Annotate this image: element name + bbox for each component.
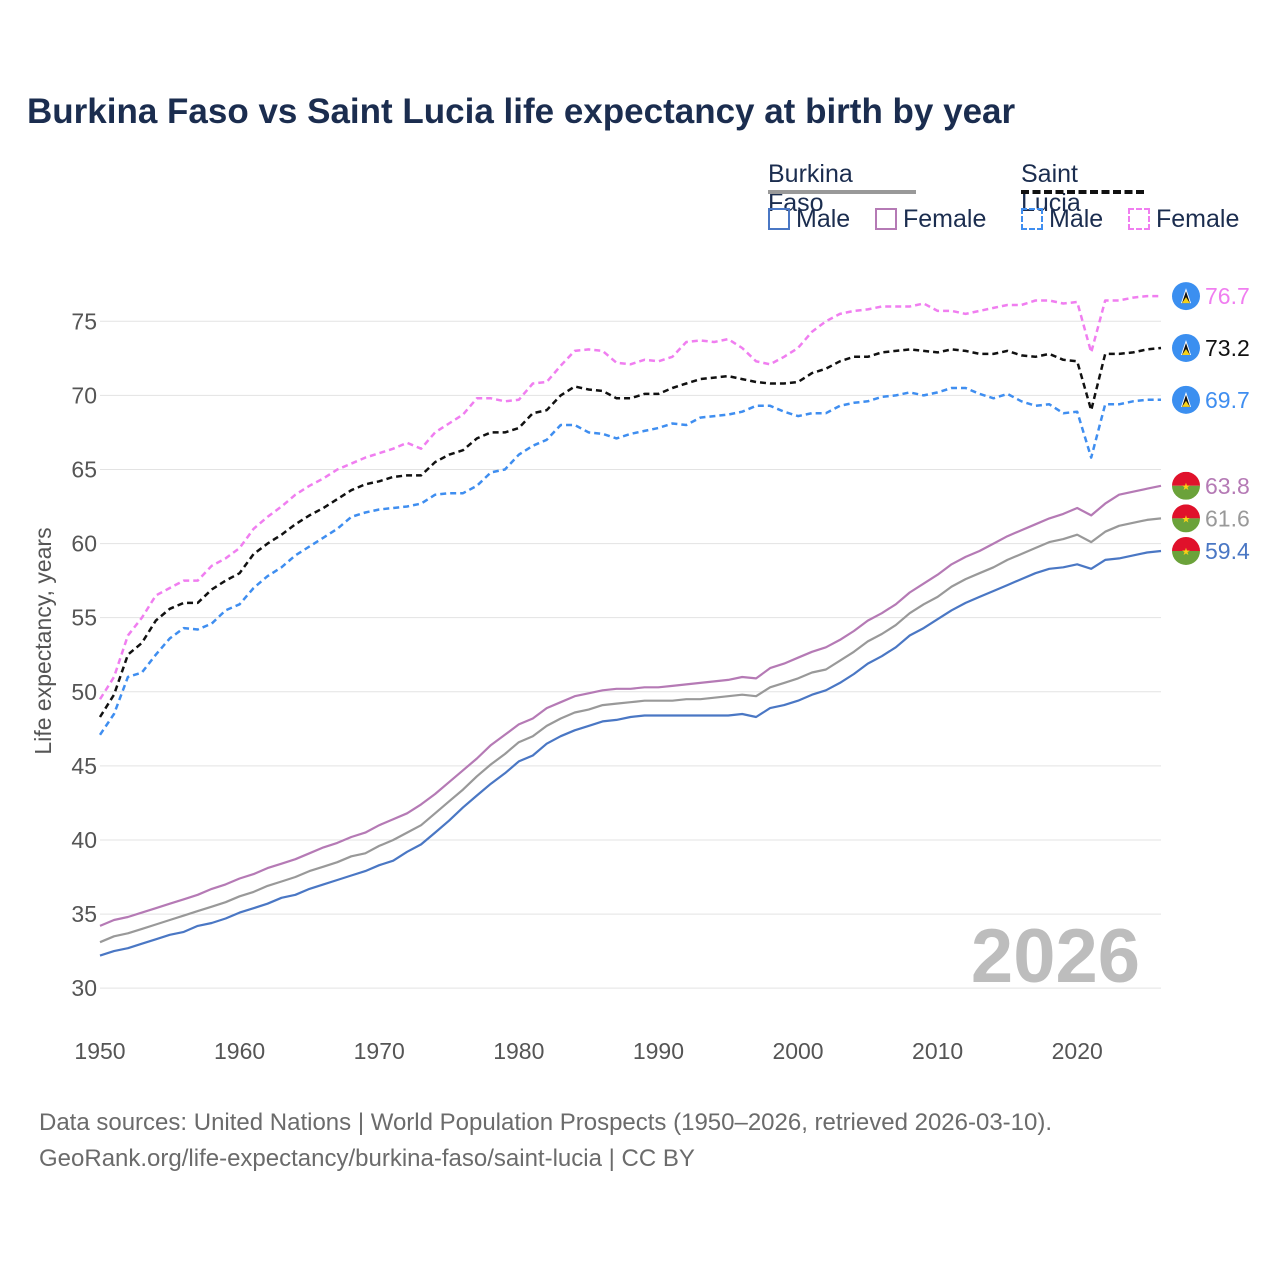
y-axis-label: Life expectancy, years bbox=[30, 527, 56, 754]
end-label-value: 59.4 bbox=[1205, 538, 1250, 564]
x-tick-label: 2010 bbox=[912, 1038, 963, 1064]
flag-saint-lucia-icon bbox=[1172, 282, 1200, 311]
y-tick-label: 65 bbox=[71, 456, 97, 482]
grid-lines bbox=[100, 320, 1161, 989]
legend-item-saint-lucia-female[interactable]: Female bbox=[1128, 204, 1239, 234]
end-label-value: 61.6 bbox=[1205, 505, 1250, 531]
y-tick-label: 55 bbox=[71, 605, 97, 631]
svg-text:★: ★ bbox=[1182, 547, 1191, 558]
legend-swatch-burkina-faso-female bbox=[875, 208, 897, 230]
y-tick-label: 75 bbox=[71, 308, 97, 334]
legend-group-burkina-faso-line bbox=[768, 190, 916, 194]
series-line-saint-lucia-male[interactable] bbox=[98, 386, 1161, 736]
x-tick-label: 1960 bbox=[214, 1038, 265, 1064]
legend-swatch-saint-lucia-male bbox=[1021, 208, 1043, 230]
legend-label-burkina-faso-female: Female bbox=[903, 204, 987, 233]
x-tick-label: 2020 bbox=[1052, 1038, 1103, 1064]
y-tick-label: 70 bbox=[71, 382, 97, 408]
x-tick-label: 1990 bbox=[633, 1038, 684, 1064]
x-tick-label: 2000 bbox=[772, 1038, 823, 1064]
series-line-burkina-faso-male[interactable] bbox=[99, 549, 1162, 957]
flag-saint-lucia-icon bbox=[1172, 333, 1200, 362]
legend-swatch-saint-lucia-female bbox=[1128, 208, 1150, 230]
x-tick-label: 1950 bbox=[74, 1038, 125, 1064]
series-line-burkina-faso-total[interactable] bbox=[99, 517, 1162, 944]
flag-burkina-faso-icon: ★ bbox=[1172, 471, 1200, 500]
axis-ticks: 30 35 40 45 50 55 60 65 70 75 1950 1960 1970 1980 1990… bbox=[71, 308, 1102, 1064]
y-tick-label: 35 bbox=[71, 901, 97, 927]
legend-label-burkina-faso-male: Male bbox=[796, 204, 851, 233]
x-tick-label: 1970 bbox=[354, 1038, 405, 1064]
y-tick-label: 30 bbox=[71, 975, 97, 1001]
svg-text:★: ★ bbox=[1182, 482, 1191, 493]
legend-group-saint-lucia-line bbox=[1021, 190, 1144, 194]
year-watermark: 2026 bbox=[971, 914, 1140, 999]
flag-saint-lucia-icon bbox=[1172, 385, 1200, 414]
legend-item-saint-lucia-male[interactable]: Male bbox=[1021, 204, 1103, 234]
series-line-saint-lucia-female[interactable] bbox=[98, 294, 1161, 700]
legend-label-saint-lucia-female: Female bbox=[1156, 204, 1240, 233]
chart-title: Burkina Faso vs Saint Lucia life expecta… bbox=[27, 92, 1016, 131]
y-tick-label: 45 bbox=[71, 753, 97, 779]
legend-item-burkina-faso-female[interactable]: Female bbox=[875, 204, 986, 234]
end-labels: 76.7 73.2 69.7 ★ 63.8 ★ 61.6 ★ 59.4 bbox=[1172, 282, 1250, 565]
series-lines bbox=[98, 294, 1162, 957]
y-tick-label: 60 bbox=[71, 531, 97, 557]
end-label-value: 69.7 bbox=[1205, 387, 1250, 413]
flag-burkina-faso-icon: ★ bbox=[1172, 504, 1200, 533]
y-tick-label: 40 bbox=[71, 827, 97, 853]
end-label-value: 63.8 bbox=[1205, 473, 1250, 499]
footer-link[interactable]: GeoRank.org/life-expectancy/burkina-faso… bbox=[39, 1145, 695, 1172]
series-line-saint-lucia-total[interactable] bbox=[98, 346, 1162, 718]
x-tick-label: 1980 bbox=[493, 1038, 544, 1064]
end-label-value: 73.2 bbox=[1205, 335, 1250, 361]
flag-burkina-faso-icon: ★ bbox=[1172, 536, 1200, 565]
legend-item-burkina-faso-male[interactable]: Male bbox=[768, 204, 850, 234]
end-label-value: 76.7 bbox=[1205, 283, 1250, 309]
legend-swatch-burkina-faso-male bbox=[768, 208, 790, 230]
footer: Data sources: United Nations | World Pop… bbox=[39, 1105, 1052, 1177]
svg-text:★: ★ bbox=[1182, 514, 1191, 525]
legend-label-saint-lucia-male: Male bbox=[1049, 204, 1104, 233]
footer-sources: Data sources: United Nations | World Pop… bbox=[39, 1109, 1053, 1136]
series-line-burkina-faso-female[interactable] bbox=[99, 484, 1162, 927]
y-tick-label: 50 bbox=[71, 679, 97, 705]
